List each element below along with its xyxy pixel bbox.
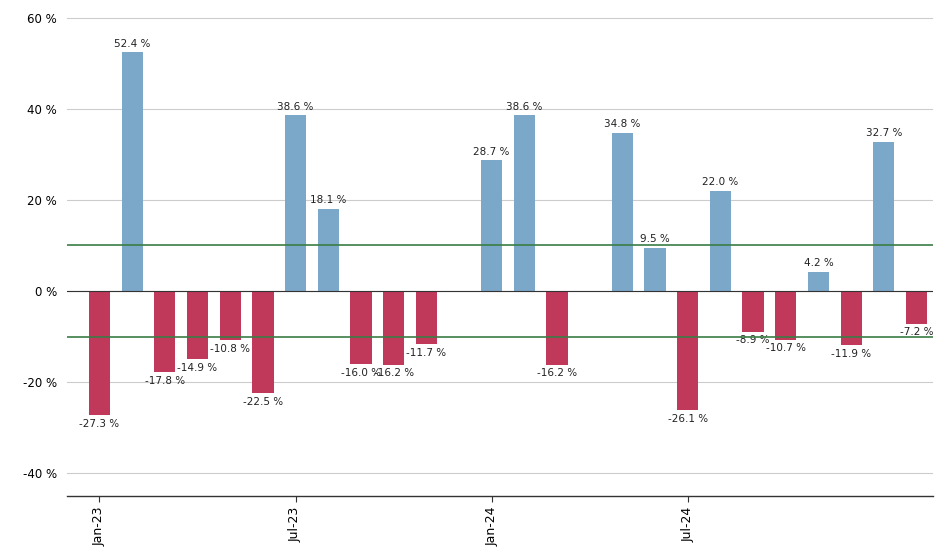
Bar xyxy=(481,161,502,291)
Text: -10.7 %: -10.7 % xyxy=(766,343,806,354)
Text: 9.5 %: 9.5 % xyxy=(640,234,670,244)
Bar xyxy=(415,291,437,344)
Bar xyxy=(677,291,698,410)
Text: -16.0 %: -16.0 % xyxy=(341,367,381,377)
Text: 34.8 %: 34.8 % xyxy=(604,119,640,129)
Text: 52.4 %: 52.4 % xyxy=(114,39,150,49)
Bar xyxy=(776,291,796,340)
Text: -10.8 %: -10.8 % xyxy=(211,344,250,354)
Text: -11.9 %: -11.9 % xyxy=(831,349,871,359)
Text: -27.3 %: -27.3 % xyxy=(80,419,119,429)
Bar xyxy=(906,291,927,324)
Text: 38.6 %: 38.6 % xyxy=(506,102,542,112)
Text: -17.8 %: -17.8 % xyxy=(145,376,185,386)
Text: 28.7 %: 28.7 % xyxy=(474,147,509,157)
Text: 38.6 %: 38.6 % xyxy=(277,102,314,112)
Text: -11.7 %: -11.7 % xyxy=(406,348,446,358)
Bar xyxy=(318,208,339,291)
Text: -8.9 %: -8.9 % xyxy=(736,335,770,345)
Text: -22.5 %: -22.5 % xyxy=(243,397,283,407)
Bar xyxy=(807,272,829,291)
Bar xyxy=(514,116,535,291)
Bar xyxy=(285,116,306,291)
Bar xyxy=(710,191,731,291)
Bar xyxy=(645,248,666,291)
Bar xyxy=(187,291,208,359)
Bar xyxy=(840,291,862,345)
Bar xyxy=(383,291,404,365)
Bar xyxy=(873,142,895,291)
Text: -7.2 %: -7.2 % xyxy=(900,327,933,338)
Bar xyxy=(743,291,763,332)
Bar xyxy=(351,291,371,364)
Bar xyxy=(252,291,274,393)
Bar xyxy=(612,133,633,291)
Text: -14.9 %: -14.9 % xyxy=(178,362,217,372)
Bar xyxy=(121,52,143,291)
Text: -16.2 %: -16.2 % xyxy=(373,368,414,378)
Bar xyxy=(546,291,568,365)
Text: -16.2 %: -16.2 % xyxy=(537,368,577,378)
Text: 4.2 %: 4.2 % xyxy=(804,258,834,268)
Text: 22.0 %: 22.0 % xyxy=(702,177,739,187)
Bar xyxy=(220,291,241,340)
Text: 32.7 %: 32.7 % xyxy=(866,129,902,139)
Bar xyxy=(154,291,176,372)
Text: 18.1 %: 18.1 % xyxy=(310,195,347,205)
Bar xyxy=(89,291,110,415)
Text: -26.1 %: -26.1 % xyxy=(667,414,708,424)
